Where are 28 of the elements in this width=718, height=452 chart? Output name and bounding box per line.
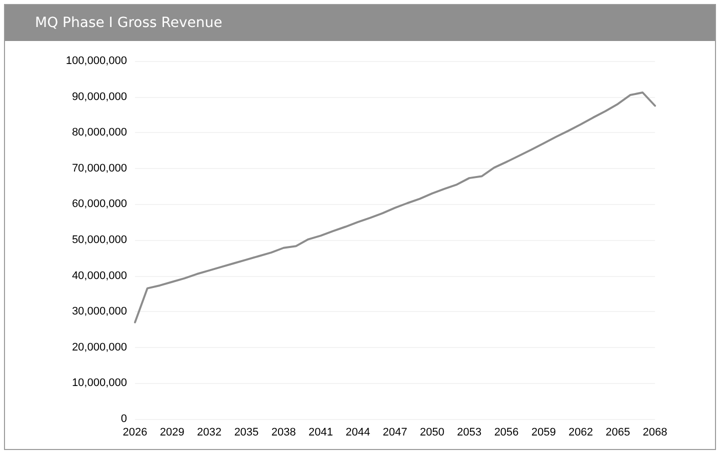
- y-tick-label: 80,000,000: [72, 126, 127, 139]
- x-tick-label: 2065: [606, 426, 630, 438]
- x-tick-label: 2026: [122, 426, 148, 438]
- y-tick-label: 50,000,000: [72, 234, 127, 246]
- x-tick-label: 2056: [494, 426, 519, 438]
- x-tick-label: 2035: [234, 426, 259, 438]
- x-tick-label: 2029: [160, 426, 184, 438]
- y-tick-label: 0: [120, 413, 127, 425]
- x-tick-label: 2059: [531, 426, 556, 438]
- x-tick-label: 2068: [642, 426, 668, 438]
- x-tick-label: 2047: [382, 426, 408, 438]
- x-tick-label: 2050: [420, 426, 444, 438]
- line-series: [134, 92, 656, 324]
- y-tick-label: 20,000,000: [72, 341, 127, 354]
- x-tick-label: 2041: [308, 426, 333, 438]
- y-tick-label: 90,000,000: [72, 90, 127, 103]
- chart-title: MQ Phase I Gross Revenue: [5, 5, 715, 41]
- y-tick-label: 40,000,000: [72, 270, 127, 282]
- x-tick-label: 2032: [197, 426, 222, 438]
- y-tick-label: 70,000,000: [72, 162, 127, 174]
- y-tick-label: 60,000,000: [72, 198, 127, 210]
- x-tick-label: 2053: [457, 426, 482, 438]
- y-tick-label: 10,000,000: [72, 377, 127, 390]
- x-tick-label: 2044: [346, 426, 370, 438]
- y-tick-label: 30,000,000: [72, 306, 127, 318]
- x-tick-label: 2062: [568, 426, 593, 438]
- x-tick-label: 2038: [271, 426, 296, 438]
- y-tick-label: 100,000,000: [66, 55, 127, 67]
